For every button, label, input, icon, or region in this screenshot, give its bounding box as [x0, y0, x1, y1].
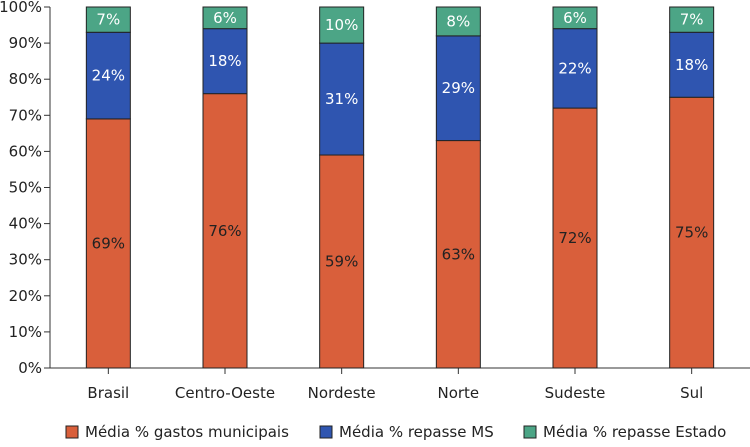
bar-segment [319, 154, 365, 369]
data-label: 69% [92, 234, 125, 252]
chart-axes: 0% 10% 20% 30% 40% 50% 60% 70% 80% 90% 100% Brasil C… [0, 0, 750, 402]
legend-label: Média % repasse MS [339, 423, 494, 441]
y-tick-label: 0% [18, 359, 42, 377]
y-tick-label: 30% [9, 251, 42, 269]
data-label: 31% [325, 90, 358, 108]
data-label: 29% [442, 79, 475, 97]
x-tick-label: Brasil [87, 384, 129, 402]
bar-segment [202, 28, 248, 95]
legend-swatch [523, 425, 537, 439]
y-tick-label: 60% [9, 142, 42, 160]
bar-segment [319, 6, 365, 44]
legend-label: Média % gastos municipais [85, 423, 289, 441]
data-label: 6% [563, 9, 587, 27]
bar-segment [552, 6, 598, 30]
data-label: 76% [208, 222, 241, 240]
bar-segment [202, 6, 248, 30]
data-label: 7% [96, 11, 120, 29]
y-tick-label: 90% [9, 34, 42, 52]
data-label: 59% [325, 253, 358, 271]
data-label: 7% [680, 11, 704, 29]
bar-segment [85, 118, 131, 369]
y-tick-label: 20% [9, 287, 42, 305]
data-label: 10% [325, 16, 358, 34]
data-label: 72% [558, 229, 591, 247]
bar-segment [669, 31, 715, 98]
legend-label: Média % repasse Estado [543, 423, 726, 441]
data-label: 24% [92, 67, 125, 85]
x-tick-label: Centro-Oeste [175, 384, 275, 402]
y-tick-label: 100% [0, 0, 42, 16]
bar-segment [552, 107, 598, 369]
x-tick-label: Norte [437, 384, 479, 402]
bar-segment [85, 6, 131, 33]
data-label: 18% [208, 52, 241, 70]
chart-bars: 69% 24% 7% 76% 18% 6% 59% 31% 10% 63% 29% 8% 72% 22% 6… [85, 6, 715, 369]
data-label: 75% [675, 224, 708, 242]
legend-swatch [65, 425, 79, 439]
data-label: 8% [446, 12, 470, 30]
legend-swatch [319, 425, 333, 439]
x-tick-label: Nordeste [308, 384, 376, 402]
bar-segment [435, 6, 481, 37]
data-label: 63% [442, 245, 475, 263]
x-tick-label: Sul [680, 384, 703, 402]
bar-segment [435, 140, 481, 369]
bar-segment [669, 6, 715, 33]
bar-segment [435, 35, 481, 142]
y-tick-label: 50% [9, 179, 42, 197]
chart-legend: Média % gastos municipais Média % repasse… [65, 423, 726, 441]
x-tick-label: Sudeste [545, 384, 606, 402]
y-tick-label: 40% [9, 215, 42, 233]
y-tick-label: 80% [9, 70, 42, 88]
data-label: 6% [213, 9, 237, 27]
data-label: 18% [675, 56, 708, 74]
bar-segment [85, 31, 131, 120]
y-tick-label: 70% [9, 106, 42, 124]
bar-segment [552, 28, 598, 109]
bar-segment [319, 42, 365, 156]
data-label: 22% [558, 59, 591, 77]
y-tick-label: 10% [9, 323, 42, 341]
